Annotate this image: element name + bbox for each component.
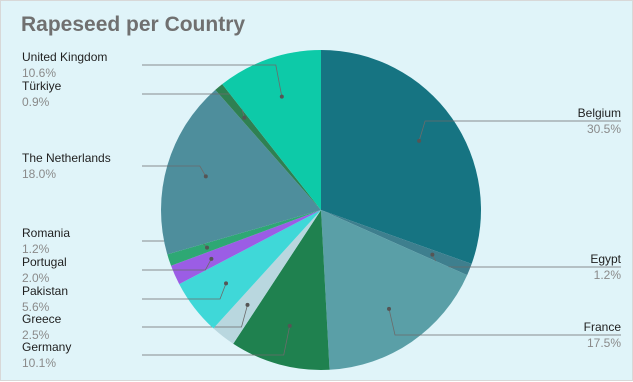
slice-percent-pakistan: 5.6%: [22, 300, 50, 314]
slice-label-germany: Germany: [22, 340, 71, 354]
slice-label-the-netherlands: The Netherlands: [22, 151, 111, 165]
slice-percent-the-netherlands: 18.0%: [22, 167, 56, 181]
pie-slice-turkiye: [215, 84, 321, 210]
slice-label-turkiye: Türkiye: [22, 79, 62, 93]
pie-slice-greece: [213, 210, 321, 344]
slice-label-france: France: [584, 320, 622, 334]
pie-slice-france: [321, 210, 468, 370]
leader-dot-belgium: [417, 138, 422, 143]
pie-slice-romania: [167, 210, 321, 266]
leader-dot-united-kingdom: [279, 94, 284, 99]
leader-dot-egypt: [430, 252, 435, 257]
slice-label-romania: Romania: [22, 226, 70, 240]
leader-dot-germany: [287, 323, 292, 328]
leader-dot-romania: [205, 245, 210, 250]
slice-label-egypt: Egypt: [590, 252, 621, 266]
leader-line-belgium: [418, 120, 621, 142]
slice-percent-turkiye: 0.9%: [22, 95, 50, 109]
pie-slice-germany: [233, 210, 330, 370]
slice-label-united-kingdom: United Kingdom: [22, 50, 107, 64]
slice-percent-united-kingdom: 10.6%: [22, 66, 56, 80]
slice-label-portugal: Portugal: [22, 255, 67, 269]
leader-line-united-kingdom: [142, 64, 283, 97]
leader-dot-greece: [245, 302, 250, 307]
slice-percent-germany: 10.1%: [22, 356, 56, 370]
leader-dot-the-netherlands: [203, 174, 208, 179]
slice-label-greece: Greece: [22, 312, 62, 326]
pie-slice-united-kingdom: [222, 50, 321, 210]
leader-dot-pakistan: [224, 281, 229, 286]
slice-percent-portugal: 2.0%: [22, 271, 50, 285]
leader-dot-turkiye: [242, 115, 247, 120]
pie-slice-belgium: [321, 50, 481, 264]
slice-percent-greece: 2.5%: [22, 328, 50, 342]
slice-percent-romania: 1.2%: [22, 242, 50, 256]
slice-label-belgium: Belgium: [578, 106, 621, 120]
leader-line-greece: [142, 304, 248, 328]
leader-dot-portugal: [209, 256, 214, 261]
leader-line-the-netherlands: [142, 165, 207, 177]
leader-line-pakistan: [142, 283, 227, 300]
slice-label-pakistan: Pakistan: [22, 284, 68, 298]
leader-line-portugal: [142, 258, 212, 271]
slice-percent-egypt: 1.2%: [594, 268, 622, 282]
leader-line-france: [388, 308, 621, 336]
leader-dot-france: [387, 306, 392, 311]
slice-percent-france: 17.5%: [587, 336, 621, 350]
pie-slice-the-netherlands: [161, 89, 321, 255]
pie-slice-portugal: [171, 210, 321, 285]
slice-percent-belgium: 30.5%: [587, 122, 621, 136]
chart-title: Rapeseed per Country: [21, 13, 246, 36]
leader-line-germany: [142, 325, 291, 356]
